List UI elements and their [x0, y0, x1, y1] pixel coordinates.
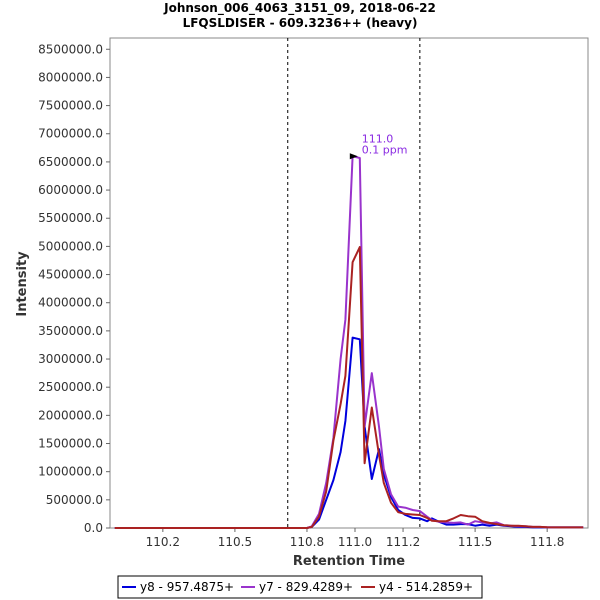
plot-frame	[109, 37, 589, 529]
legend-entry-3: y4 - 514.2859+	[379, 580, 473, 594]
x-tick-label: 111.2	[386, 535, 420, 549]
x-tick-label: 111.0	[338, 535, 372, 549]
y-tick-label: 1500000.0	[38, 437, 103, 451]
y-tick-label: 0.0	[84, 521, 103, 535]
x-tick-label: 111.5	[458, 535, 492, 549]
peak-annotation-ppm: 0.1 ppm	[362, 143, 408, 156]
y-tick-label: 7000000.0	[38, 127, 103, 141]
x-tick-label: 110.5	[218, 535, 252, 549]
y-tick-label: 3500000.0	[38, 324, 103, 338]
peak-marker	[349, 153, 358, 160]
x-axis-label: Retention Time	[293, 554, 405, 569]
y-tick-label: 8000000.0	[38, 70, 103, 84]
x-tick-label: 110.2	[146, 535, 180, 549]
x-tick-label: 110.8	[290, 535, 324, 549]
y-tick-label: 6500000.0	[38, 155, 103, 169]
legend-box	[117, 575, 483, 599]
x-tick-label: 111.8	[530, 535, 564, 549]
y-tick-label: 6000000.0	[38, 183, 103, 197]
legend: y8 - 957.4875+ y7 - 829.4289+ y4 - 514.285…	[117, 575, 483, 599]
y-tick-label: 8500000.0	[38, 42, 103, 56]
y-tick-label: 3000000.0	[38, 352, 103, 366]
y-tick-label: 1000000.0	[38, 465, 103, 479]
plot-area: 0.0 500000.0 1000000.0 1500000.0 2000000.0 25…	[38, 37, 589, 549]
y-tick-label: 2500000.0	[38, 380, 103, 394]
y-tick-label: 5000000.0	[38, 239, 103, 253]
series-line-3	[114, 246, 584, 529]
legend-entry-1: y8 - 957.4875+	[140, 580, 234, 594]
peak-annotation-rt: 111.0	[362, 132, 394, 145]
chart-title: Johnson_006_4063_3151_09, 2018-06-22	[163, 1, 436, 16]
y-tick-label: 500000.0	[46, 493, 103, 507]
y-tick-label: 4500000.0	[38, 268, 103, 282]
chart-subtitle: LFQSLDISER - 609.3236++ (heavy)	[183, 16, 418, 30]
y-axis-label: Intensity	[15, 251, 30, 317]
legend-entry-2: y7 - 829.4289+	[259, 580, 353, 594]
y-tick-label: 7500000.0	[38, 99, 103, 113]
y-tick-label: 2000000.0	[38, 408, 103, 422]
y-tick-label: 4000000.0	[38, 296, 103, 310]
y-tick-label: 5500000.0	[38, 211, 103, 225]
